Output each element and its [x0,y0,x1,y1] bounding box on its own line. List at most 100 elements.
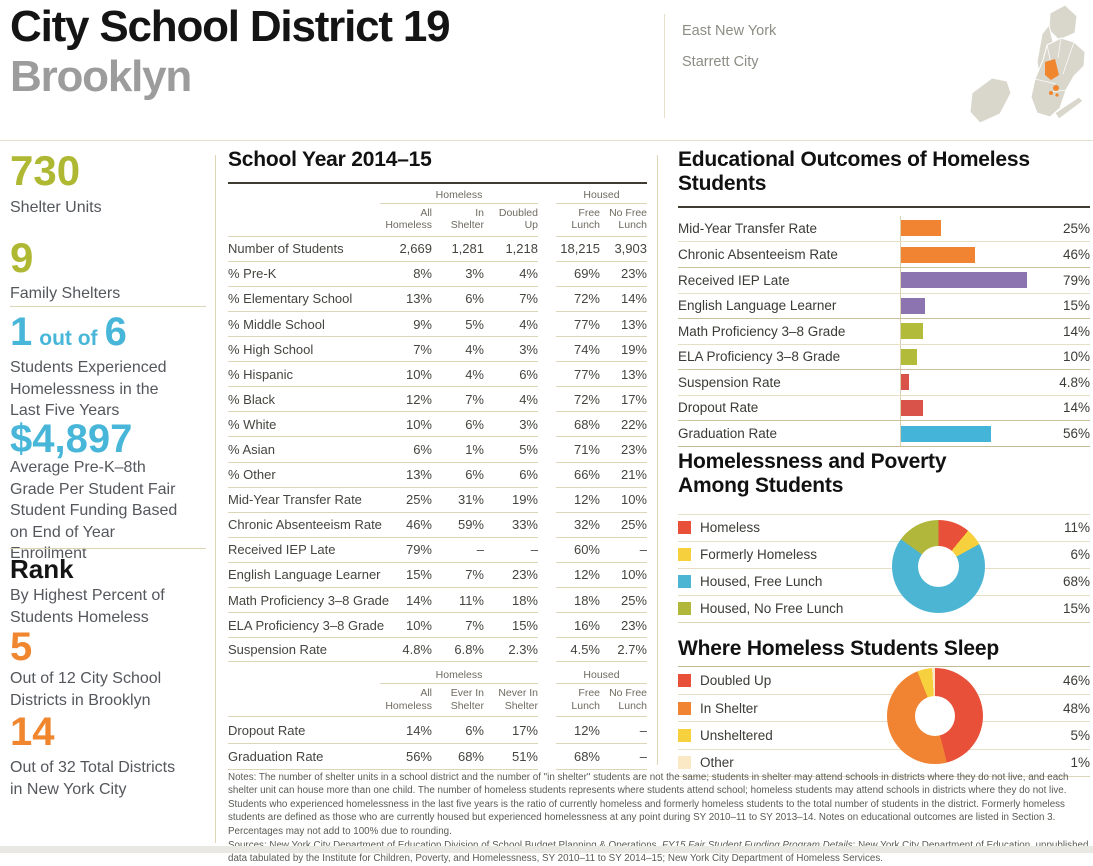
legend-value: 48% [1062,700,1090,716]
donut1-title-line: Among Students [678,473,844,497]
row-label: % Hispanic [228,366,294,382]
table-cell: 13% [405,291,432,307]
table-cell: 12% [573,492,600,508]
bar [901,272,1028,289]
table-row-right: 71% 23% [556,436,647,461]
table-cell: 3% [465,266,484,282]
legend-value: 1% [1070,755,1090,771]
table-cell: 60% [573,542,600,558]
table-row-left: % Middle School 9% 5% 4% [228,310,538,336]
bar [901,297,925,314]
table-row-right: 77% 13% [556,310,647,336]
table-cell: 6% [465,416,484,432]
table-row: Dropout Rate 14% 6% 17% 12% – [228,716,647,743]
shelter-units-label: Shelter Units [10,199,102,216]
table-row-left: English Language Learner 15% 7% 23% [228,561,538,587]
table-cell: – [639,749,647,765]
bar [901,323,924,340]
bar-value: 14% [1062,323,1090,339]
row-label: Graduation Rate [228,749,324,765]
table-cell: 19% [620,341,647,357]
table-cell: 8% [413,266,432,282]
table-row-left: Suspension Rate 4.8% 6.8% 2.3% [228,637,538,663]
legend-row: Doubled Up 46% [678,667,1090,694]
table-cell: 59% [457,517,484,533]
table-cell: 4.5% [570,642,600,658]
row-label: Dropout Rate [228,722,306,738]
bar-label: Dropout Rate [678,400,759,416]
header-divider [664,14,665,118]
shelter-units-value: 730 [10,147,81,194]
spacer [538,587,556,612]
legend-row: Other 1% [678,748,1090,776]
table-row-right: 16% 23% [556,612,647,637]
table-cell: 15% [405,567,432,583]
table-cell: 4% [519,391,538,407]
legend-swatch [678,674,691,688]
table-grid-main: Homeless Housed All Homeless In Shelter Doub… [228,188,647,663]
table-cell: 22% [620,416,647,432]
bar-chart-title: Educational Outcomes of Homeless Student… [678,148,1030,195]
table-row-right: 77% 13% [556,361,647,386]
group-header-homeless: Homeless [380,669,538,685]
nyc-map-graphic [969,4,1086,124]
table-cell: 6% [465,722,484,738]
column-header: Free Lunch [571,206,600,232]
table-row: % Pre-K 8% 3% 4% 69% 23% [228,260,647,286]
table-cell: 1,281 [451,241,484,257]
rank-title: Rank [10,554,74,584]
legend-swatch [678,756,691,770]
bar-value: 15% [1062,298,1090,314]
table-row: % Hispanic 10% 4% 6% 77% 13% [228,361,647,386]
bar [901,400,924,416]
table-row-right: 12% 10% [556,561,647,587]
table-row-left: % Hispanic 10% 4% 6% [228,361,538,386]
funding-label: Average Pre-K–8th Grade Per Student Fair… [10,459,178,562]
table-cell: 23% [620,441,647,457]
table-cell: 6% [465,291,484,307]
homeless-ratio-label: Students Experienced Homelessness in the… [10,359,167,419]
bar-row: English Language Learner 15% [678,292,1090,319]
rank-brooklyn-label: Out of 12 City School Districts in Brook… [10,670,162,709]
family-shelters-label: Family Shelters [10,285,121,302]
table-cell: 17% [620,391,647,407]
table-group-row: Homeless Housed [228,668,647,685]
borough-title: Brooklyn [10,51,192,101]
table-group-row: Homeless Housed [228,188,647,204]
donut2-chart [887,668,983,764]
table-cell: 7% [465,617,484,633]
table-row-right: 18,215 3,903 [556,235,647,261]
district-title: City School District 19 [10,2,451,51]
table-subheader-row: All Homeless Ever In Shelter Never In Shel… [228,684,647,716]
table-cell: 4% [519,316,538,332]
table-row-left: % Black 12% 7% 4% [228,386,538,411]
spacer [538,261,556,286]
header-rule [0,140,1093,141]
table-row-left: Received IEP Late 79% – – [228,536,538,562]
table-cell: – [639,542,647,558]
bar-value: 25% [1062,221,1090,237]
row-label: Mid-Year Transfer Rate [228,492,362,508]
bar-row: Dropout Rate 14% [678,394,1090,421]
spacer [538,286,556,311]
donut1-title: Homelessness and Poverty Among Students [678,450,1090,498]
table-cell: 33% [511,517,538,533]
map-bronx [1048,4,1078,41]
table-cell: 25% [620,592,647,608]
notes-text: Notes: The number of shelter units in a … [228,772,1069,837]
homeless-ratio: 1 out of 6 [10,312,127,352]
bar-row: Math Proficiency 3–8 Grade 14% [678,318,1090,344]
row-label: % Elementary School [228,291,353,307]
legend-row: Formerly Homeless 6% [678,540,1090,568]
table-cell: 14% [405,592,432,608]
rank-brooklyn-value: 5 [10,625,33,669]
row-label: English Language Learner [228,567,381,583]
table-cell: 31% [457,492,484,508]
table-cell: – [639,722,647,738]
table-row: English Language Learner 15% 7% 23% 12% 10% [228,561,647,587]
table-cell: 77% [573,316,600,332]
spacer [538,386,556,411]
table-row: % High School 7% 4% 3% 74% 19% [228,336,647,361]
legend-row: Housed, Free Lunch 68% [678,567,1090,595]
column-header: All Homeless [385,687,432,712]
